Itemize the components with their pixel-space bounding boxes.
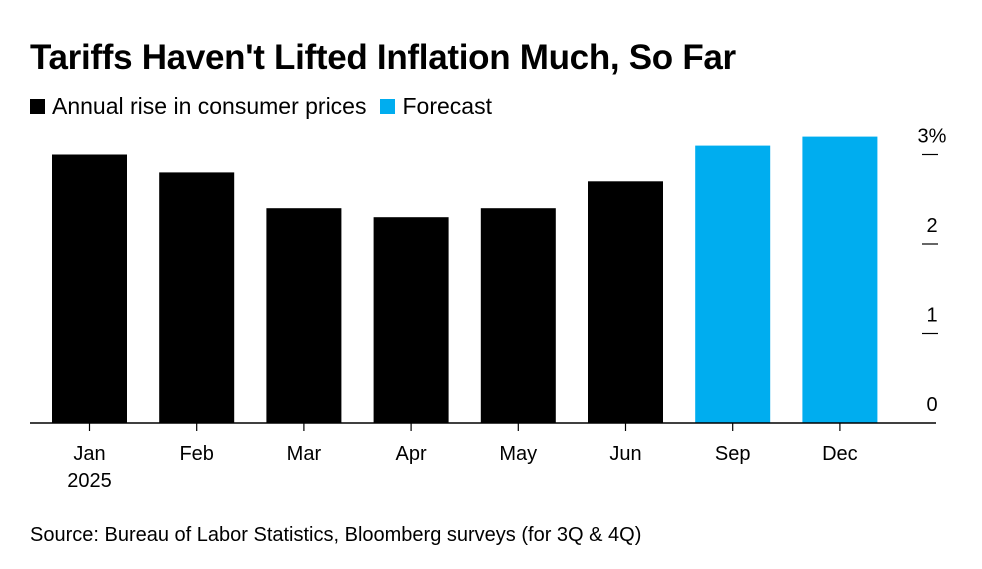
legend-item-actual: Annual rise in consumer prices (30, 92, 366, 120)
bars-group (52, 136, 878, 423)
chart-title: Tariffs Haven't Lifted Inflation Much, S… (30, 38, 736, 77)
bar-mar (266, 208, 342, 423)
bar-may (480, 208, 556, 423)
x-tick-label: Jan (73, 443, 105, 465)
legend-label-forecast: Forecast (402, 93, 492, 119)
source-note: Source: Bureau of Labor Statistics, Bloo… (30, 524, 642, 546)
legend-swatch-actual (30, 98, 45, 114)
legend-label-actual: Annual rise in consumer prices (52, 93, 367, 119)
x-tick-label: Mar (287, 443, 322, 465)
y-axis: 0 1 2 3% (918, 126, 947, 417)
legend-swatch-forecast (380, 98, 396, 114)
y-tick-label: 2 (926, 215, 937, 237)
bar-sep-forecast (695, 145, 771, 423)
x-tick-label: Feb (179, 443, 213, 465)
legend: Annual rise in consumer prices Forecast (30, 92, 506, 120)
x-tick-sublabel: 2025 (67, 470, 112, 492)
x-tick-label: Sep (715, 443, 751, 465)
x-tick-label: May (499, 443, 537, 465)
bar-jan (52, 154, 127, 423)
bar-apr (373, 217, 449, 423)
x-axis: Jan 2025 Feb Mar Apr May Jun Sep Dec (67, 423, 858, 492)
y-tick-label: 0 (926, 394, 937, 416)
y-tick-label: 3% (918, 126, 947, 148)
x-tick-label: Dec (822, 443, 858, 465)
y-tick-label: 1 (926, 305, 937, 327)
bar-feb (159, 172, 235, 423)
bar-jun (588, 181, 663, 423)
x-tick-label: Jun (609, 443, 641, 465)
legend-item-forecast: Forecast (380, 92, 492, 120)
x-tick-label: Apr (396, 443, 427, 465)
bar-dec-forecast (802, 136, 878, 423)
